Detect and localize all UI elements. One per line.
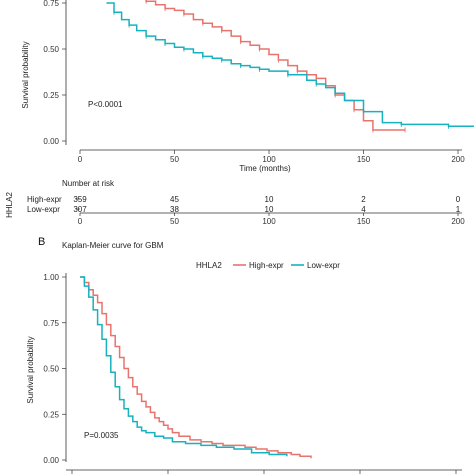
- risk-count-high: 10: [265, 195, 274, 204]
- legend-label-low: Low-expr: [307, 261, 340, 270]
- risk-count-low: 10: [265, 205, 274, 214]
- panel-a-ytick-label: 0.25: [43, 91, 59, 100]
- panel-a-pvalue: P<0.0001: [88, 100, 123, 109]
- panel-a-xtick-label: 0: [78, 155, 83, 164]
- legend-title: HHLA2: [196, 261, 222, 270]
- panel-a-xtick-label: 50: [170, 155, 179, 164]
- risk-strata-label: HHLA2: [5, 192, 14, 218]
- risk-count-low: 307: [73, 205, 87, 214]
- panel-b-ylabel: Survival probability: [26, 336, 35, 403]
- risk-count-high: 2: [361, 195, 366, 204]
- panel-a-curve-high: [145, 0, 406, 131]
- panel-b-ytick-label: 0.50: [43, 365, 59, 374]
- panel-a-curves: [106, 0, 474, 133]
- panel-b-ytick-label: 0.25: [43, 410, 59, 419]
- risk-count-low: 1: [456, 205, 461, 214]
- risk-group-high-label: High-expr: [27, 195, 62, 204]
- risk-count-high: 45: [170, 195, 179, 204]
- risk-count-high: 0: [456, 195, 461, 204]
- panel-b-letter: B: [38, 236, 45, 248]
- panel-a-ytick-label: 0.00: [43, 137, 59, 146]
- panel-a-x-ticks: 0 50 100 150 200: [78, 150, 465, 164]
- risk-table-title: Number at risk: [62, 179, 115, 188]
- panel-b-ytick-label: 1.00: [43, 273, 59, 282]
- risk-count-low: 38: [170, 205, 179, 214]
- panel-b-legend: HHLA2 High-expr Low-expr: [196, 261, 340, 270]
- panel-a-ytick-label: 0.50: [43, 45, 59, 54]
- panel-b-y-ticks: 0.00 0.25 0.50 0.75 1.00: [43, 273, 66, 465]
- risk-group-low-label: Low-expr: [27, 205, 60, 214]
- panel-a-xtick-label: 200: [451, 155, 465, 164]
- panel-a-xtick-label: 100: [262, 155, 276, 164]
- panel-a-ylabel: Survival probability: [21, 41, 30, 108]
- panel-b-title: Kaplan-Meier curve for GBM: [62, 241, 164, 250]
- panel-b-pvalue: P=0.0035: [84, 431, 119, 440]
- panel-b-km-plot: B Kaplan-Meier curve for GBM HHLA2 High-…: [26, 236, 462, 474]
- risk-xtick-label: 100: [262, 217, 276, 226]
- panel-a-y-ticks: 0.00 0.25 0.50 0.75: [43, 0, 66, 146]
- panel-b-curves: [80, 276, 312, 459]
- panel-b-curve-high: [80, 276, 312, 459]
- legend-label-high: High-expr: [249, 261, 284, 270]
- risk-table-cells: 359 45 10 2 0 307 38 10 4 1: [73, 195, 460, 214]
- panel-a-ytick-label: 0.75: [43, 0, 59, 8]
- risk-xtick-label: 0: [78, 217, 83, 226]
- risk-xtick-label: 150: [357, 217, 371, 226]
- panel-b-x-tick-marks: [71, 470, 457, 474]
- risk-count-low: 4: [361, 205, 366, 214]
- panel-a-xlabel: Time (months): [239, 164, 291, 173]
- panel-a-xtick-label: 150: [357, 155, 371, 164]
- panel-a-curve-low: [106, 2, 474, 128]
- panel-b-ytick-label: 0.00: [43, 456, 59, 465]
- risk-xtick-label: 200: [451, 217, 465, 226]
- risk-x-ticks: 0 50 100 150 200: [78, 213, 465, 226]
- risk-xtick-label: 50: [170, 217, 179, 226]
- panel-b-ytick-label: 0.75: [43, 319, 59, 328]
- risk-table: Number at risk HHLA2 High-expr Low-expr …: [5, 179, 465, 226]
- risk-count-high: 359: [73, 195, 87, 204]
- panel-a-km-plot: Survival probability 0.00 0.25 0.50 0.75 0 5…: [21, 0, 474, 173]
- panel-b-curve-low: [80, 276, 288, 457]
